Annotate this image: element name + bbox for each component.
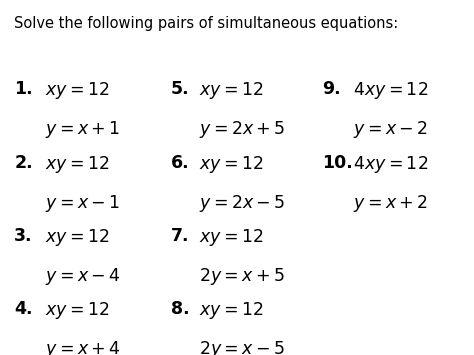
Text: 3.: 3.: [14, 227, 33, 245]
Text: 2.: 2.: [14, 154, 33, 173]
Text: $2y = x + 5$: $2y = x + 5$: [199, 266, 285, 287]
Text: $y = x + 4$: $y = x + 4$: [45, 339, 121, 355]
Text: $y = x + 1$: $y = x + 1$: [45, 119, 120, 140]
Text: $y = 2x - 5$: $y = 2x - 5$: [199, 193, 285, 214]
Text: 6.: 6.: [171, 154, 189, 173]
Text: $xy = 12$: $xy = 12$: [45, 300, 109, 321]
Text: Solve the following pairs of simultaneous equations:: Solve the following pairs of simultaneou…: [14, 16, 399, 31]
Text: $y = x - 2$: $y = x - 2$: [353, 119, 428, 140]
Text: 8.: 8.: [171, 300, 189, 318]
Text: $xy = 12$: $xy = 12$: [45, 154, 109, 175]
Text: $xy = 12$: $xy = 12$: [199, 300, 264, 321]
Text: 7.: 7.: [171, 227, 189, 245]
Text: 9.: 9.: [322, 80, 341, 98]
Text: $xy = 12$: $xy = 12$: [199, 80, 264, 101]
Text: $4xy = 12$: $4xy = 12$: [353, 80, 428, 101]
Text: $xy = 12$: $xy = 12$: [45, 80, 109, 101]
Text: $y = x - 4$: $y = x - 4$: [45, 266, 121, 287]
Text: $xy = 12$: $xy = 12$: [45, 227, 109, 248]
Text: $xy = 12$: $xy = 12$: [199, 154, 264, 175]
Text: 4.: 4.: [14, 300, 33, 318]
Text: $y = x + 2$: $y = x + 2$: [353, 193, 428, 214]
Text: $xy = 12$: $xy = 12$: [199, 227, 264, 248]
Text: $2y = x - 5$: $2y = x - 5$: [199, 339, 285, 355]
Text: $y = x - 1$: $y = x - 1$: [45, 193, 120, 214]
Text: 5.: 5.: [171, 80, 189, 98]
Text: $4xy = 12$: $4xy = 12$: [353, 154, 428, 175]
Text: 1.: 1.: [14, 80, 33, 98]
Text: $y = 2x + 5$: $y = 2x + 5$: [199, 119, 285, 140]
Text: 10.: 10.: [322, 154, 353, 173]
